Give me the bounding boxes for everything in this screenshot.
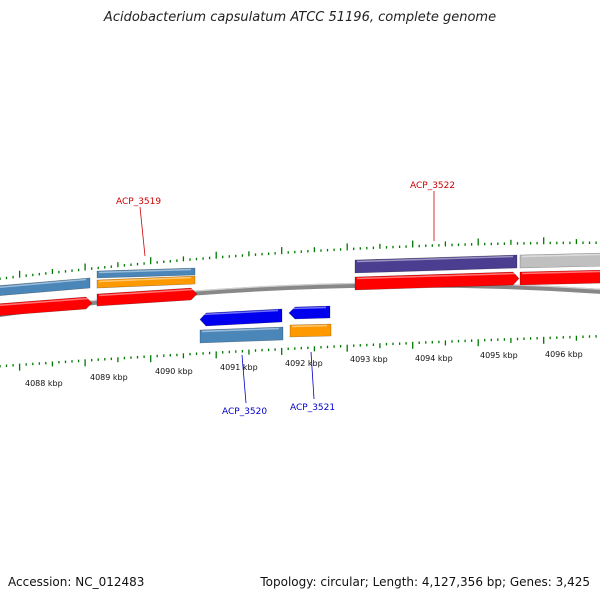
- scale-labels: 4088 kbp 4089 kbp 4090 kbp 4091 kbp 4092 kbp…: [25, 350, 583, 388]
- scale-label: 4088 kbp: [25, 379, 63, 388]
- scale-label: 4092 kbp: [285, 359, 323, 368]
- gene-block-gray-right-shine: [521, 253, 600, 258]
- cds-block-3521: [288, 305, 331, 320]
- cds-block-3520: [199, 308, 283, 327]
- gene-label-acp-3520: ACP_3520: [222, 407, 267, 417]
- gene-block-gray-right: [519, 252, 600, 269]
- genome-summary: Topology: circular; Length: 4,127,356 bp…: [260, 575, 590, 589]
- inner-tick-ring: [0, 335, 597, 371]
- gene-block-orange-3521-shine: [291, 324, 328, 328]
- scale-label: 4089 kbp: [90, 373, 128, 382]
- gene-label-leader: [139, 206, 146, 257]
- gene-block-orange-3521: [289, 323, 332, 338]
- scale-label: 4095 kbp: [480, 351, 518, 360]
- gene-label-acp-3519: ACP_3519: [116, 197, 161, 207]
- feature-track: [0, 252, 600, 344]
- gene-block-purple-3522: [354, 254, 518, 274]
- cds-block-right: [519, 269, 600, 286]
- gene-block-steelblue-3519: [96, 267, 196, 279]
- cds-block-3522: [354, 271, 520, 291]
- gene-block-steelblue-left: [0, 277, 91, 296]
- cds-block-3520-shine: [201, 309, 279, 316]
- cds-block-3519: [96, 287, 198, 307]
- cds-block-left: [0, 296, 93, 316]
- cds-block-3519-shine: [98, 288, 194, 297]
- scale-label: 4091 kbp: [220, 363, 258, 372]
- accession-text: Accession: NC_012483: [8, 575, 145, 589]
- gene-label-acp-3522: ACP_3522: [410, 181, 455, 191]
- cds-block-right-shine: [521, 270, 600, 275]
- gene-block-steelblue-3520: [199, 326, 284, 344]
- gene-label-acp-3521: ACP_3521: [290, 403, 335, 413]
- gene-block-orange-3519-shine: [98, 276, 192, 283]
- scale-label: 4094 kbp: [415, 354, 453, 363]
- gene-labels: ACP_3519 ACP_3522 ACP_3520 ACP_3521: [116, 181, 455, 417]
- scale-label: 4096 kbp: [545, 350, 583, 359]
- outer-tick-ring: [0, 237, 597, 280]
- cds-block-3521-shine: [290, 306, 327, 310]
- gene-block-purple-3522-shine: [356, 255, 514, 263]
- gene-block-steelblue-3520-shine: [201, 327, 280, 333]
- map-title: Acidobacterium capsulatum ATCC 51196, co…: [103, 10, 497, 25]
- gene-block-steelblue-left-shine: [0, 278, 87, 288]
- gene-block-orange-3519: [96, 275, 196, 289]
- gene-label-leader: [310, 351, 315, 400]
- scale-label: 4093 kbp: [350, 355, 388, 364]
- scale-label: 4090 kbp: [155, 367, 193, 376]
- gene-block-steelblue-3519-shine: [98, 268, 192, 274]
- cds-block-3522-shine: [356, 272, 516, 280]
- cds-block-left-shine: [0, 297, 89, 307]
- gene-label-leader: [241, 354, 247, 404]
